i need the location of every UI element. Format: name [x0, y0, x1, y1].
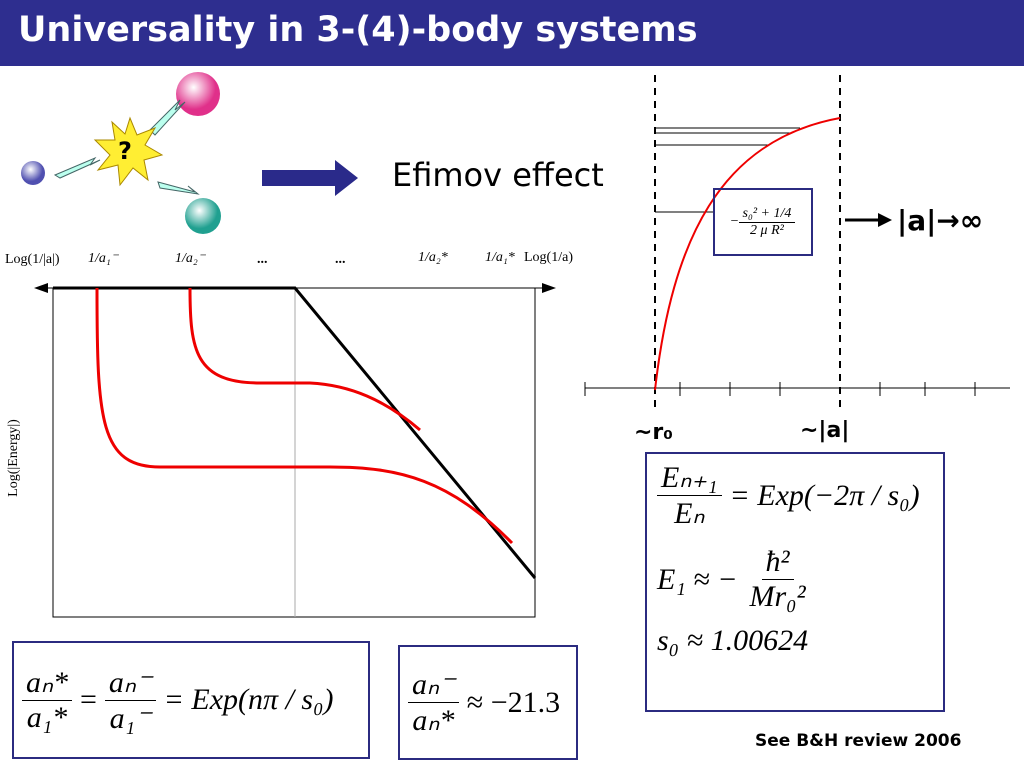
lightning [149, 99, 186, 136]
numerator: aₙ* [22, 665, 72, 701]
formula: s₀ ≈ 1.00624 [657, 624, 933, 658]
shape: aₙ⁻ a₁⁻ [104, 665, 156, 736]
x-label: 1/a₁⁻ [88, 251, 119, 266]
x-label: 1/a₁* [485, 250, 515, 265]
lhs: E₁ ≈ − [657, 562, 738, 596]
x-label: Log(1/|a|) [5, 252, 60, 267]
lightning [157, 181, 200, 195]
question-mark: ? [118, 137, 132, 165]
shape: aₙ⁻ aₙ* [408, 667, 459, 738]
inset-formula: − s₀² + 1/4 2 μ R² [713, 188, 813, 256]
arrow-head [878, 213, 892, 227]
x-label: 1/a₂⁻ [175, 251, 206, 266]
rhs: = Exp(nπ / s₀) [163, 683, 334, 716]
denominator: a₁* [26, 701, 68, 734]
particle [185, 198, 221, 234]
numerator: aₙ⁻ [104, 665, 156, 701]
efimov-level [95, 287, 514, 545]
numerator: aₙ⁻ [408, 667, 459, 703]
numerator: s₀² + 1/4 [738, 206, 796, 223]
arrow-head [542, 283, 556, 293]
caption: Efimov effect [392, 156, 604, 194]
x-label: ~r₀ [634, 420, 673, 445]
y-label: Log(|Energy|) [5, 419, 21, 497]
shape: aₙ* a₁* [22, 665, 72, 735]
formula: E₁ ≈ − ħ² Mr₀² [657, 545, 933, 614]
shape: s₀² + 1/4 2 μ R² [738, 206, 796, 239]
minus: − [730, 214, 739, 229]
denominator: a₁⁻ [109, 701, 151, 735]
x-label: ... [335, 252, 346, 267]
plot-frame [52, 287, 536, 618]
header-bar [0, 0, 1024, 66]
shape: Eₙ₊₁ Eₙ [657, 460, 722, 531]
ticks [584, 382, 976, 396]
rhs: ≈ −21.3 [466, 685, 561, 719]
s0: s₀ ≈ 1.00624 [657, 624, 809, 657]
arrow-head [34, 283, 48, 293]
denominator: Eₙ [674, 497, 705, 530]
x-label: ~|a| [800, 418, 850, 443]
title: Universality in 3-(4)-body systems [18, 10, 698, 50]
denominator: aₙ* [412, 704, 455, 737]
formula-box: Eₙ₊₁ Eₙ = Exp(−2π / s₀) E₁ ≈ − ħ² Mr₀² s₀ ≈ … [645, 452, 945, 712]
numerator: ħ² [761, 545, 794, 580]
x-label: Log(1/a) [524, 250, 573, 265]
levels [655, 127, 800, 213]
shape: ħ² Mr₀² [745, 545, 809, 614]
x-label: 1/a₂* [418, 250, 448, 265]
denominator: 2 μ R² [750, 222, 784, 238]
formula-box: aₙ⁻ aₙ* ≈ −21.3 [398, 645, 578, 760]
x-label: ... [257, 252, 268, 267]
reference: See B&H review 2006 [755, 731, 962, 751]
numerator: Eₙ₊₁ [657, 460, 722, 496]
arrow [262, 160, 358, 196]
particle [176, 72, 220, 116]
formula: Eₙ₊₁ Eₙ = Exp(−2π / s₀) [657, 460, 933, 531]
equals: = [79, 683, 97, 716]
collision-star [93, 116, 164, 187]
potential-curve [654, 117, 841, 391]
denominator: Mr₀² [749, 580, 806, 613]
rhs: = Exp(−2π / s₀) [729, 478, 920, 512]
limit-label: |a|→∞ [897, 204, 984, 237]
particle [21, 161, 45, 185]
formula-box: aₙ* a₁* = aₙ⁻ a₁⁻ = Exp(nπ / s₀) [12, 641, 370, 759]
threshold [53, 286, 537, 579]
lightning [53, 156, 101, 179]
efimov-level [188, 287, 421, 432]
